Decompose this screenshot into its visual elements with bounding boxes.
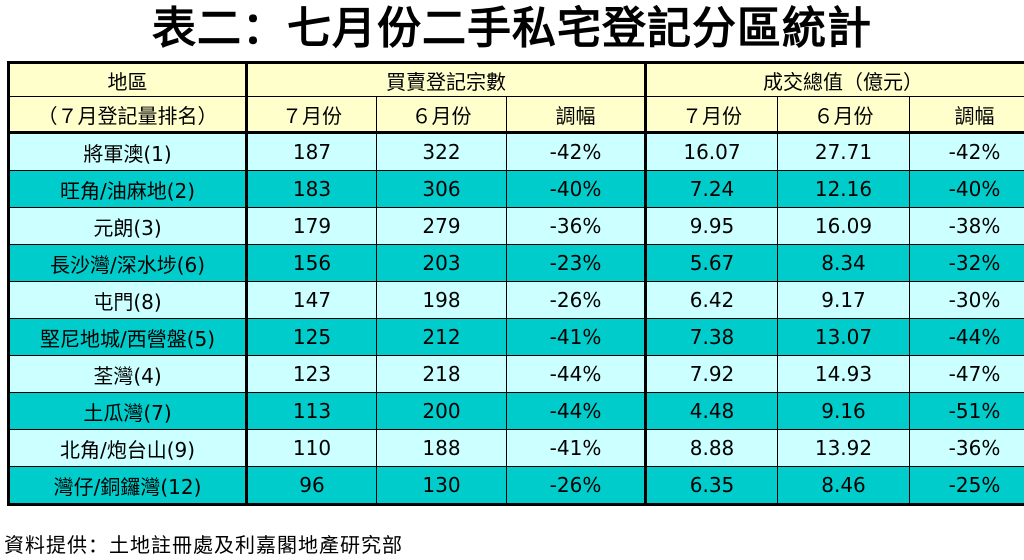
value-june-cell: 27.71 [777, 132, 910, 171]
table-row: 灣仔/銅鑼灣(12) 96 130 -26% 6.35 8.46 -25% [8, 466, 1024, 505]
value-change-cell: -30% [908, 281, 1024, 319]
volume-change-cell: -41% [506, 318, 647, 356]
volume-change-cell: -26% [506, 281, 647, 319]
district-cell: 元朗(3) [8, 207, 248, 245]
volume-july-cell: 110 [246, 429, 377, 467]
value-change-cell: -38% [908, 207, 1024, 245]
volume-july-cell: 187 [246, 132, 377, 171]
volume-june-cell: 218 [376, 355, 507, 393]
volume-july-cell: 156 [246, 244, 377, 282]
table-row: 長沙灣/深水埗(6) 156 203 -23% 5.67 8.34 -32% [8, 244, 1024, 282]
header-value-july: ７月份 [645, 96, 778, 134]
volume-july-cell: 147 [246, 281, 377, 319]
table-row: 旺角/油麻地(2) 183 306 -40% 7.24 12.16 -40% [8, 170, 1024, 208]
value-july-cell: 8.88 [645, 429, 778, 467]
district-cell: 堅尼地城/西營盤(5) [8, 318, 248, 356]
page-title: 表二：七月份二手私宅登記分區統計 [152, 3, 872, 54]
volume-june-cell: 203 [376, 244, 507, 282]
header-row-2: （７月登記量排名） ７月份 ６月份 調幅 ７月份 ６月份 調幅 [8, 96, 1024, 134]
table-row: 荃灣(4) 123 218 -44% 7.92 14.93 -47% [8, 355, 1024, 393]
value-change-cell: -44% [908, 318, 1024, 356]
district-cell: 灣仔/銅鑼灣(12) [8, 466, 248, 505]
district-stats-table: 地區 買賣登記宗數 成交總值（億元） （７月登記量排名） ７月份 ６月份 調幅 … [7, 61, 1024, 506]
value-change-cell: -42% [908, 132, 1024, 171]
volume-july-cell: 123 [246, 355, 377, 393]
value-june-cell: 13.07 [777, 318, 910, 356]
source-note: 資料提供：土地註冊處及利嘉閣地產研究部 [4, 533, 403, 557]
header-volume-group: 買賣登記宗數 [246, 62, 647, 97]
value-july-cell: 5.67 [645, 244, 778, 282]
value-july-cell: 6.35 [645, 466, 778, 505]
district-cell: 土瓜灣(7) [8, 392, 248, 430]
value-june-cell: 8.34 [777, 244, 910, 282]
volume-june-cell: 200 [376, 392, 507, 430]
value-july-cell: 4.48 [645, 392, 778, 430]
value-july-cell: 6.42 [645, 281, 778, 319]
value-june-cell: 9.16 [777, 392, 910, 430]
header-value-change: 調幅 [908, 96, 1024, 134]
district-cell: 北角/炮台山(9) [8, 429, 248, 467]
table-row: 屯門(8) 147 198 -26% 6.42 9.17 -30% [8, 281, 1024, 319]
district-cell: 將軍澳(1) [8, 132, 248, 171]
header-district: 地區 [8, 62, 248, 97]
volume-change-cell: -41% [506, 429, 647, 467]
district-cell: 屯門(8) [8, 281, 248, 319]
volume-change-cell: -42% [506, 132, 647, 171]
volume-june-cell: 322 [376, 132, 507, 171]
header-value-june: ６月份 [777, 96, 910, 134]
volume-change-cell: -40% [506, 170, 647, 208]
value-june-cell: 9.17 [777, 281, 910, 319]
header-volume-july: ７月份 [246, 96, 377, 134]
volume-change-cell: -26% [506, 466, 647, 505]
volume-june-cell: 279 [376, 207, 507, 245]
value-change-cell: -51% [908, 392, 1024, 430]
header-volume-change: 調幅 [506, 96, 647, 134]
volume-july-cell: 125 [246, 318, 377, 356]
volume-change-cell: -44% [506, 392, 647, 430]
header-district-rank: （７月登記量排名） [8, 96, 248, 134]
header-row-1: 地區 買賣登記宗數 成交總值（億元） [8, 62, 1024, 97]
district-cell: 旺角/油麻地(2) [8, 170, 248, 208]
table-row: 元朗(3) 179 279 -36% 9.95 16.09 -38% [8, 207, 1024, 245]
volume-july-cell: 113 [246, 392, 377, 430]
value-june-cell: 8.46 [777, 466, 910, 505]
volume-june-cell: 130 [376, 466, 507, 505]
value-july-cell: 16.07 [645, 132, 778, 171]
volume-july-cell: 183 [246, 170, 377, 208]
volume-change-cell: -44% [506, 355, 647, 393]
value-june-cell: 12.16 [777, 170, 910, 208]
table-row: 堅尼地城/西營盤(5) 125 212 -41% 7.38 13.07 -44% [8, 318, 1024, 356]
table-row: 將軍澳(1) 187 322 -42% 16.07 27.71 -42% [8, 132, 1024, 171]
value-july-cell: 9.95 [645, 207, 778, 245]
volume-june-cell: 198 [376, 281, 507, 319]
value-change-cell: -32% [908, 244, 1024, 282]
volume-june-cell: 212 [376, 318, 507, 356]
volume-change-cell: -23% [506, 244, 647, 282]
value-june-cell: 13.92 [777, 429, 910, 467]
value-change-cell: -36% [908, 429, 1024, 467]
value-july-cell: 7.38 [645, 318, 778, 356]
volume-june-cell: 306 [376, 170, 507, 208]
header-value-group: 成交總值（億元） [644, 62, 1024, 97]
district-cell: 荃灣(4) [8, 355, 248, 393]
district-cell: 長沙灣/深水埗(6) [8, 244, 248, 282]
value-july-cell: 7.92 [645, 355, 778, 393]
header-volume-june: ６月份 [376, 96, 507, 134]
value-july-cell: 7.24 [645, 170, 778, 208]
volume-june-cell: 188 [376, 429, 507, 467]
volume-july-cell: 96 [246, 466, 377, 505]
volume-change-cell: -36% [506, 207, 647, 245]
value-change-cell: -25% [908, 466, 1024, 505]
value-change-cell: -40% [908, 170, 1024, 208]
volume-july-cell: 179 [246, 207, 377, 245]
value-change-cell: -47% [908, 355, 1024, 393]
value-june-cell: 16.09 [777, 207, 910, 245]
table-row: 土瓜灣(7) 113 200 -44% 4.48 9.16 -51% [8, 392, 1024, 430]
value-june-cell: 14.93 [777, 355, 910, 393]
table-row: 北角/炮台山(9) 110 188 -41% 8.88 13.92 -36% [8, 429, 1024, 467]
